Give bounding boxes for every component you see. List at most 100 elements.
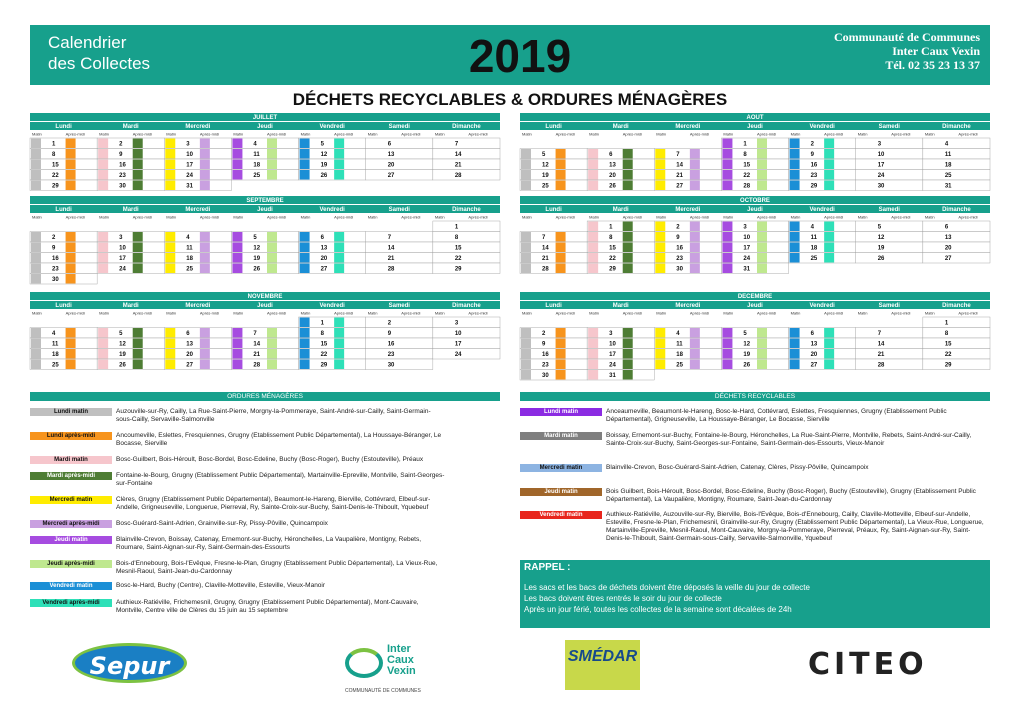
slot-color [31, 263, 41, 273]
slot-color [722, 232, 733, 242]
day-number: 23 [676, 256, 683, 262]
day-number: 24 [878, 173, 885, 179]
slot-color [689, 328, 700, 338]
slot-color [165, 159, 176, 169]
slot-color [588, 170, 599, 180]
slot: Après-midi [468, 215, 487, 220]
day-number: 27 [186, 362, 193, 368]
day-number: 1 [52, 141, 56, 147]
slot-color [757, 338, 767, 348]
day-number: 24 [119, 266, 126, 272]
month-name: JUILLET [253, 115, 278, 121]
slot: Matin [791, 215, 801, 220]
day-cell [432, 252, 501, 264]
slot-color [655, 263, 666, 273]
slot-color [267, 338, 277, 348]
slot-color [98, 232, 109, 242]
slot-color [199, 338, 210, 348]
day-number: 10 [455, 331, 462, 337]
slot: Matin [791, 311, 801, 316]
slot-color [555, 253, 566, 263]
slot-color [232, 263, 243, 273]
day-number: 15 [455, 245, 462, 251]
slot-color [824, 159, 835, 169]
slot-color [555, 242, 566, 252]
day-number: 14 [253, 341, 260, 347]
day-cell [855, 348, 924, 360]
weekday: Mardi [613, 303, 629, 309]
day-number: 27 [676, 183, 683, 189]
day-cell [365, 262, 434, 274]
slot-color [655, 242, 666, 252]
slot-color [65, 263, 76, 273]
slot-color [132, 149, 143, 159]
slot-color [98, 180, 109, 190]
day-number: 11 [186, 245, 193, 251]
slot: Matin [925, 132, 935, 137]
slot-color [334, 149, 345, 159]
slot-color [622, 349, 633, 359]
day-cell [855, 137, 924, 149]
day-number: 21 [542, 256, 549, 262]
weekday: Dimanche [942, 124, 971, 130]
slot-color [199, 349, 210, 359]
weekday: Vendredi [319, 124, 345, 130]
day-number: 2 [119, 141, 123, 147]
day-cell [721, 262, 789, 274]
day-number: 6 [609, 152, 613, 158]
weekday: Lundi [545, 124, 562, 130]
day-number: 16 [811, 162, 818, 168]
day-cell [855, 158, 924, 170]
slot-color [199, 328, 210, 338]
day-number: 26 [253, 266, 260, 272]
day-number: 2 [811, 141, 815, 147]
day-number: 22 [743, 173, 750, 179]
logo-sepur: Sepur [72, 643, 187, 683]
slot-color [588, 221, 599, 231]
slot-color [722, 180, 733, 190]
day-cell [922, 148, 991, 160]
day-number: 24 [186, 173, 193, 179]
slot: Matin [301, 215, 311, 220]
day-cell [432, 148, 501, 160]
rappel-line: Les sacs et les bacs de déchets doivent … [524, 583, 810, 592]
slot-color [521, 263, 531, 273]
day-number: 2 [542, 331, 546, 337]
weekday: Dimanche [452, 124, 481, 130]
day-number: 31 [609, 373, 616, 379]
slot-color [689, 159, 700, 169]
slot-color [199, 159, 210, 169]
slot: Après-midi [200, 215, 219, 220]
weekday: Lundi [55, 124, 72, 130]
logo-icv-line: Inter [387, 643, 411, 655]
slot: Après-midi [958, 132, 977, 137]
slot-color [521, 359, 531, 369]
logo-icv-line: Vexin [387, 665, 416, 677]
day-number: 6 [945, 224, 949, 230]
day-number: 31 [945, 183, 952, 189]
day-number: 1 [455, 224, 459, 230]
day-number: 22 [455, 256, 462, 262]
slot-color [521, 242, 531, 252]
day-number: 20 [388, 162, 395, 168]
weekday: Mercredi [675, 303, 700, 309]
slot-color [824, 349, 835, 359]
slot-color [722, 138, 733, 148]
day-number: 15 [609, 245, 616, 251]
day-number: 10 [609, 341, 616, 347]
day-cell [922, 337, 991, 349]
day-number: 10 [119, 245, 126, 251]
day-number: 29 [945, 362, 952, 368]
day-number: 15 [321, 341, 328, 347]
section-bar: ORDURES MÉNAGÈRES [30, 392, 500, 401]
day-number: 20 [609, 173, 616, 179]
legend-text: Bois Guilbert, Bois-Héroult, Bosc-Bordel… [606, 488, 976, 503]
slot-color [622, 359, 633, 369]
slot: Matin [368, 311, 378, 316]
slot-color [165, 349, 176, 359]
day-cell [365, 252, 434, 264]
slot: Matin [233, 215, 243, 220]
day-number: 1 [945, 320, 949, 326]
slot-color [132, 328, 143, 338]
slot: Après-midi [958, 311, 977, 316]
